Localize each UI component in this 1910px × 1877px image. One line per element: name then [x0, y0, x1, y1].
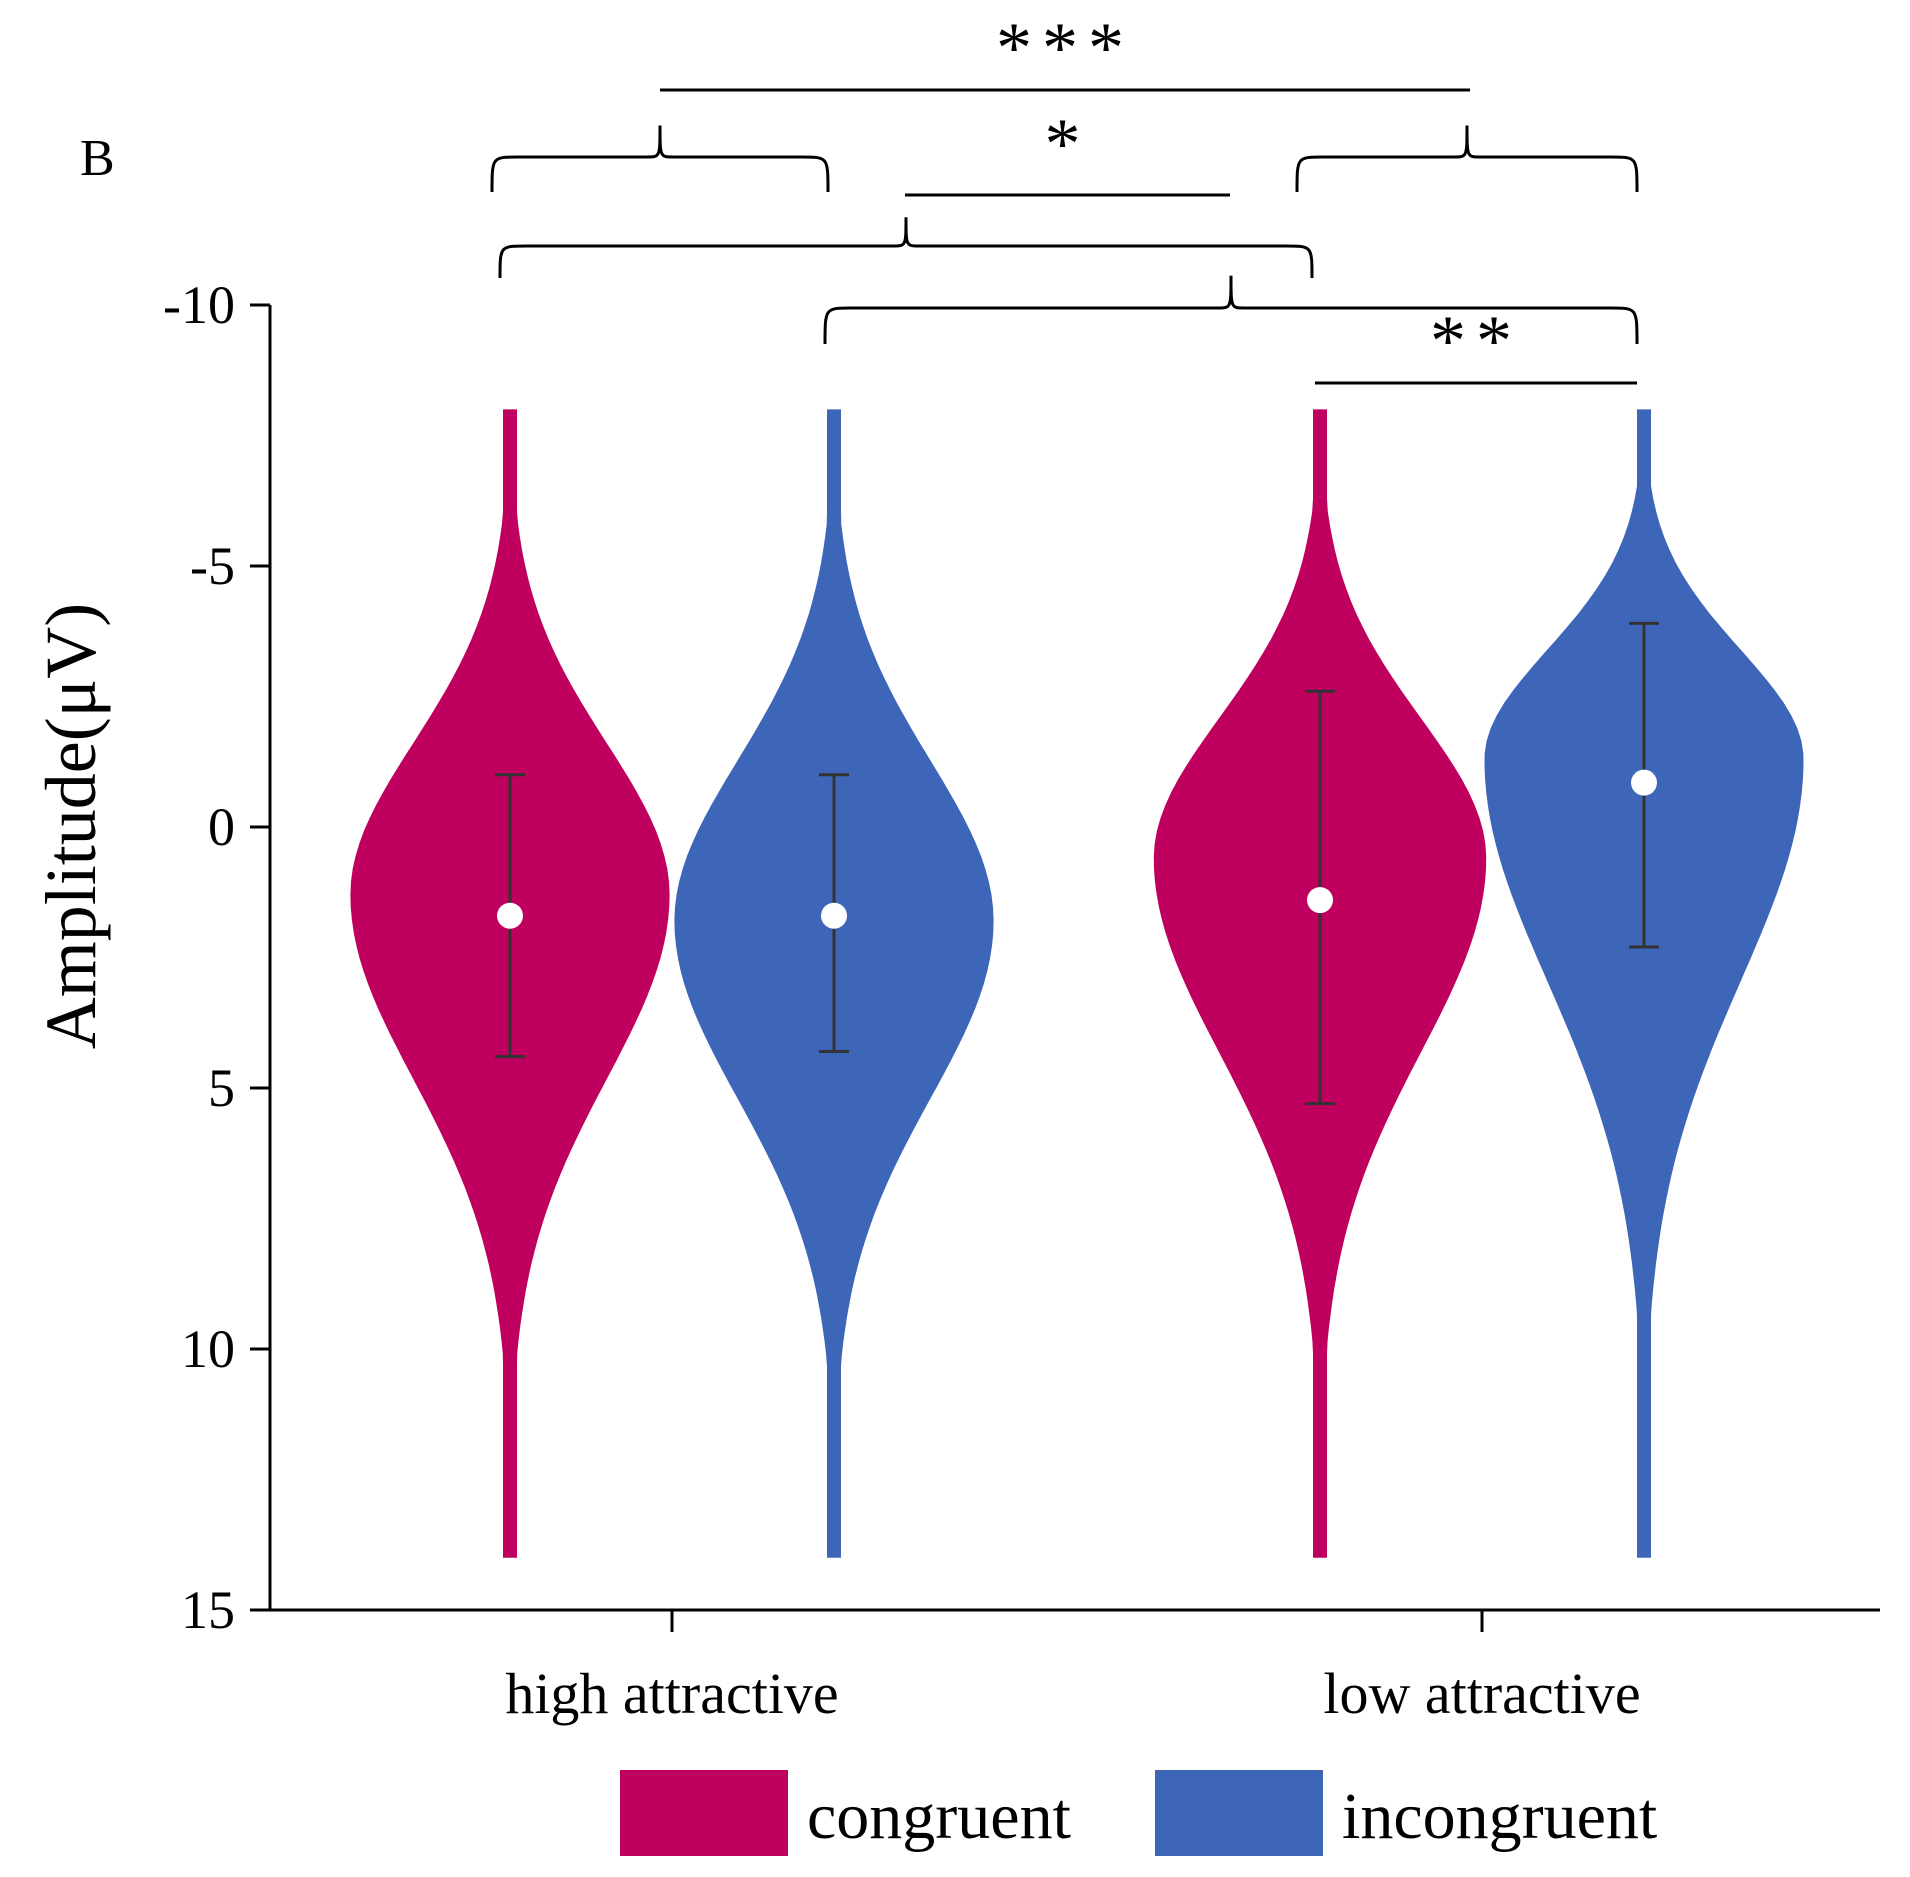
x-axis: high attractive low attractive [270, 1608, 1880, 1726]
y-tick-label: 0 [208, 797, 235, 857]
significance-label: * [1045, 104, 1091, 184]
significance-annotations: ****** [490, 8, 1639, 385]
significance-label: *** [996, 8, 1134, 88]
panel-label: B [80, 130, 115, 187]
y-axis-label: Amplitude(μV) [31, 603, 111, 1050]
legend-label-congruent: congruent [807, 1780, 1071, 1853]
mean-point [1307, 887, 1333, 914]
y-tick-label: -5 [190, 536, 235, 596]
x-tick-label: low attractive [1323, 1661, 1640, 1726]
violin-incongruent-1 [1484, 409, 1804, 1558]
y-tick-label: 5 [208, 1058, 235, 1118]
legend-swatch-congruent [620, 1770, 788, 1856]
mean-point [497, 902, 523, 929]
mean-points [497, 769, 1657, 929]
significance-brace [490, 125, 830, 193]
y-tick-label: -10 [163, 275, 235, 335]
y-axis: -10 -5 0 5 10 15 [163, 275, 272, 1640]
violins [350, 409, 1804, 1558]
legend: congruent incongruent [620, 1770, 1657, 1856]
x-tick-label: high attractive [505, 1661, 838, 1726]
legend-label-incongruent: incongruent [1342, 1780, 1657, 1853]
significance-brace [498, 217, 1314, 279]
mean-point [821, 902, 847, 929]
mean-point [1631, 769, 1657, 796]
significance-brace [1295, 125, 1639, 193]
significance-brace [823, 275, 1639, 345]
y-tick-label: 10 [181, 1319, 235, 1379]
significance-label: ** [1430, 301, 1522, 381]
legend-swatch-incongruent [1155, 1770, 1323, 1856]
y-tick-label: 15 [181, 1580, 235, 1640]
